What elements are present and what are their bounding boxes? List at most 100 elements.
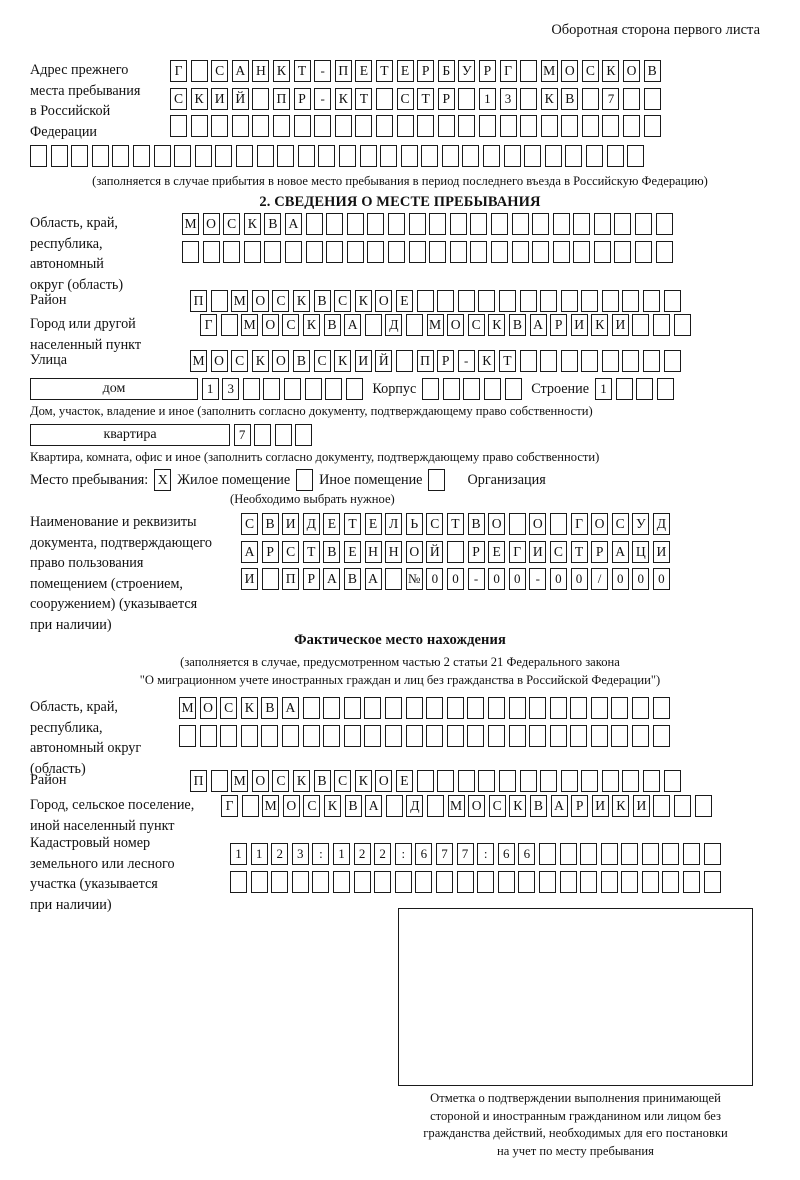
char-cell[interactable] [600, 843, 618, 865]
char-cell[interactable] [606, 145, 624, 167]
char-cell[interactable]: А [281, 697, 299, 719]
char-cell[interactable] [643, 770, 661, 792]
char-cell[interactable] [478, 115, 496, 137]
char-cell[interactable] [343, 697, 361, 719]
char-cell[interactable]: 0 [570, 568, 588, 590]
char-cell[interactable]: 7 [602, 87, 620, 110]
char-cell[interactable] [170, 115, 187, 137]
char-cell[interactable] [615, 378, 633, 400]
char-cell[interactable] [508, 697, 526, 719]
char-cell[interactable] [623, 115, 641, 137]
char-cell[interactable]: М [182, 213, 199, 235]
char-cell[interactable]: К [292, 290, 310, 312]
char-cell[interactable] [632, 697, 650, 719]
char-cell[interactable]: П [334, 60, 352, 82]
char-cell[interactable] [194, 145, 212, 167]
char-cell[interactable]: 1 [478, 87, 496, 110]
char-cell[interactable] [703, 843, 721, 865]
char-cell[interactable] [622, 290, 640, 312]
char-cell[interactable]: А [364, 568, 382, 590]
char-cell[interactable] [210, 290, 228, 312]
char-cell[interactable]: И [529, 540, 547, 563]
char-cell[interactable] [293, 115, 311, 137]
char-cell[interactable] [326, 240, 344, 263]
char-cell[interactable] [304, 378, 322, 400]
char-cell[interactable]: М [540, 60, 558, 82]
char-cell[interactable]: К [509, 795, 527, 817]
stay-type-checkbox-residential[interactable]: X [154, 469, 172, 491]
char-cell[interactable]: С [282, 540, 300, 563]
char-cell[interactable]: Е [323, 513, 341, 535]
char-cell[interactable]: Й [375, 350, 393, 372]
char-cell[interactable]: Е [488, 540, 506, 563]
char-cell[interactable] [581, 115, 599, 137]
char-cell[interactable] [529, 697, 547, 719]
char-cell[interactable] [487, 724, 505, 747]
char-cell[interactable]: Р [302, 568, 320, 590]
char-cell[interactable]: И [241, 568, 258, 590]
char-cell[interactable]: О [529, 513, 547, 535]
char-cell[interactable] [462, 145, 480, 167]
char-cell[interactable]: Ц [632, 540, 650, 563]
char-cell[interactable] [174, 145, 192, 167]
char-cell[interactable] [590, 697, 608, 719]
char-cell[interactable]: И [652, 540, 670, 563]
char-cell[interactable]: Е [343, 540, 361, 563]
char-cell[interactable] [297, 145, 315, 167]
char-cell[interactable] [375, 87, 393, 110]
char-cell[interactable]: М [241, 314, 259, 336]
char-cell[interactable]: К [488, 314, 506, 336]
char-cell[interactable]: К [354, 290, 372, 312]
char-cell[interactable]: 7 [435, 843, 453, 865]
char-cell[interactable]: 0 [611, 568, 629, 590]
char-cell[interactable]: С [231, 350, 249, 372]
char-cell[interactable] [570, 697, 588, 719]
char-cell[interactable]: С [611, 513, 629, 535]
char-cell[interactable] [538, 870, 556, 893]
char-cell[interactable]: Р [437, 350, 455, 372]
char-cell[interactable]: 0 [549, 568, 567, 590]
char-cell[interactable] [367, 213, 385, 235]
char-cell[interactable]: Н [364, 540, 382, 563]
char-cell[interactable] [590, 724, 608, 747]
char-cell[interactable]: У [632, 513, 650, 535]
char-cell[interactable] [560, 350, 578, 372]
char-cell[interactable] [463, 378, 481, 400]
char-cell[interactable] [490, 240, 508, 263]
char-cell[interactable] [323, 724, 341, 747]
char-cell[interactable]: Т [375, 60, 393, 82]
char-cell[interactable] [561, 115, 579, 137]
char-cell[interactable] [405, 314, 423, 336]
char-cell[interactable]: М [262, 795, 280, 817]
char-cell[interactable] [346, 240, 364, 263]
char-cell[interactable]: Т [446, 513, 464, 535]
char-cell[interactable]: К [251, 350, 269, 372]
char-cell[interactable] [653, 795, 671, 817]
char-cell[interactable]: М [447, 795, 465, 817]
char-cell[interactable] [511, 240, 529, 263]
char-cell[interactable] [593, 213, 611, 235]
char-cell[interactable] [91, 145, 109, 167]
char-cell[interactable] [581, 290, 599, 312]
char-cell[interactable] [478, 290, 496, 312]
char-cell[interactable]: 3 [222, 378, 240, 400]
char-cell[interactable]: Л [385, 513, 403, 535]
char-cell[interactable] [470, 240, 488, 263]
char-cell[interactable]: 0 [446, 568, 464, 590]
char-cell[interactable] [498, 290, 516, 312]
char-cell[interactable] [508, 513, 526, 535]
char-cell[interactable] [426, 724, 444, 747]
char-cell[interactable] [202, 240, 220, 263]
char-cell[interactable]: Б [437, 60, 455, 82]
char-cell[interactable]: С [313, 350, 331, 372]
char-cell[interactable] [601, 350, 619, 372]
char-cell[interactable] [484, 378, 502, 400]
char-cell[interactable] [621, 870, 639, 893]
char-cell[interactable] [416, 290, 434, 312]
char-cell[interactable]: О [199, 697, 217, 719]
char-cell[interactable] [345, 378, 363, 400]
char-cell[interactable] [277, 145, 295, 167]
char-cell[interactable] [240, 724, 258, 747]
char-cell[interactable] [524, 145, 542, 167]
char-cell[interactable] [50, 145, 68, 167]
